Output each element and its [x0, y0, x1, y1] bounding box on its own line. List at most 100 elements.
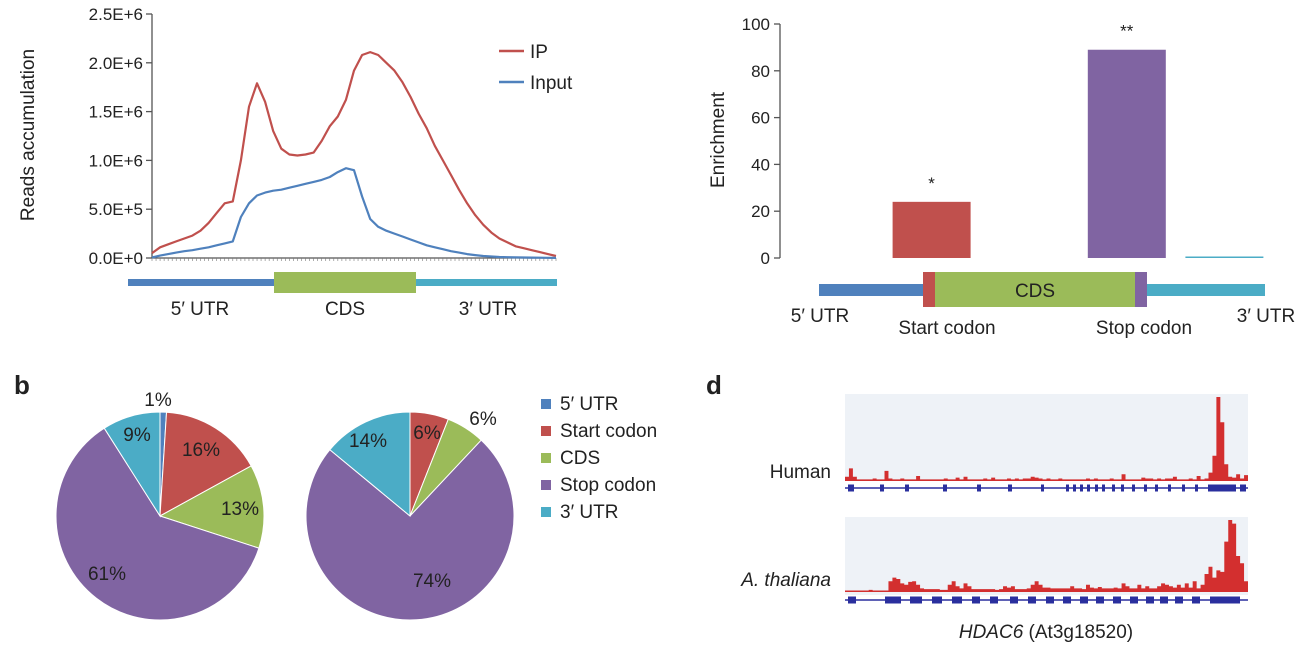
track-cds [274, 272, 416, 293]
gene-model-exon [885, 596, 901, 604]
gene-model-exon [910, 596, 922, 604]
gene-model-exon [1041, 484, 1044, 492]
bar-track-3utr [1147, 284, 1265, 296]
pie-slice--utr [103, 411, 161, 518]
gene-model-exon [1080, 596, 1088, 604]
line-chart-legend: IP Input [499, 42, 573, 94]
line-chart-panel: Reads accumulation 0.0E+0 5.0E+5 1.0E+6 1.5… [18, 5, 573, 320]
coverage-tracks [845, 397, 1248, 604]
legend-label-input: Input [530, 73, 573, 94]
pie-chart-2: 6% 6% 74% 14% [305, 409, 515, 621]
bar-stop-codon [1087, 49, 1166, 258]
pie-legend: 5′ UTR Start codon CDS Stop codon 3′ UTR [541, 394, 657, 523]
bar--utr [1185, 256, 1264, 258]
pie-legend-label: 3′ UTR [560, 502, 618, 523]
bar-cat-stop: Stop codon [1096, 318, 1192, 339]
gene-model-exon [1195, 484, 1198, 492]
bar-track-cds-label: CDS [1015, 281, 1055, 302]
gene-model-exon [1080, 484, 1083, 492]
gene-model-exon [952, 596, 962, 604]
gene-model-exon [1146, 596, 1154, 604]
gene-model-exon [880, 484, 884, 492]
gene-model-exon [905, 484, 909, 492]
gene-model-exon [1192, 596, 1200, 604]
gene-model-exon [977, 484, 981, 492]
gene-label-name: HDAC6 [959, 622, 1024, 643]
bar-chart-bars: *** [892, 22, 1264, 258]
bar-chart-ytick-label: 80 [751, 62, 770, 81]
gene-model-exon [1046, 596, 1054, 604]
bar-cat-3utr: 3′ UTR [1237, 306, 1295, 327]
gene-model-exon [1010, 596, 1018, 604]
pie-slice-label: 61% [88, 564, 126, 585]
gene-model-exon [1095, 484, 1098, 492]
gene-model-exon [1113, 596, 1121, 604]
gene-model-exon [1028, 596, 1036, 604]
gene-model-exon [1240, 484, 1246, 492]
line-chart-ytick-label: 1.5E+6 [89, 103, 143, 122]
pie-legend-label: Start codon [560, 421, 657, 442]
pie-slice-stop-codon [55, 427, 260, 621]
bar-track-start [923, 272, 935, 307]
gene-model-exon [1144, 484, 1147, 492]
pie-legend-label: Stop codon [560, 475, 656, 496]
gene-model-exon [1063, 596, 1071, 604]
pie-panel: b 1% 16% 13% 61% 9% 6% 6% 74% 14% 5′ UTR Start c… [14, 370, 657, 621]
track-bg-human [845, 394, 1248, 480]
pie-slice-cds [158, 465, 265, 549]
bar-cat-start: Start codon [898, 318, 995, 339]
gene-model-exon [848, 484, 854, 492]
gene-model-exon [1168, 484, 1171, 492]
gene-label: HDAC6 (At3g18520) [959, 622, 1133, 643]
bar-chart-ytick-label: 0 [761, 249, 770, 268]
gene-model-exon [943, 484, 947, 492]
pie-slice-label: 1% [144, 390, 172, 411]
bar-chart-yaxis: 0 20 40 60 80 100 [742, 15, 780, 268]
series-line-ip [151, 50, 557, 258]
line-chart-ytick-label: 2.0E+6 [89, 54, 143, 73]
gene-model-exon [1210, 596, 1240, 604]
gene-model-exon [990, 596, 998, 604]
pie-legend-swatch [541, 453, 551, 463]
coverage-area-human [845, 397, 1248, 481]
pie-slice-label: 13% [221, 499, 259, 520]
gene-model-exon [1155, 484, 1158, 492]
track-name-athaliana: A. thaliana [740, 570, 831, 591]
bar-significance-mark: * [928, 174, 935, 193]
bar-chart-ytick-label: 100 [742, 15, 770, 34]
panel-label-b: b [14, 370, 30, 400]
track-label-3utr: 3′ UTR [459, 299, 517, 320]
pie-legend-label: 5′ UTR [560, 394, 618, 415]
track-5utr [128, 279, 274, 286]
gene-model-exon [1073, 484, 1076, 492]
pie-slice-label: 14% [349, 431, 387, 452]
track-bg-athaliana [845, 517, 1248, 595]
genome-track-panel: d Human A. thaliana HDAC6 (At3g18520) [706, 370, 1248, 643]
bar-start-codon [892, 201, 971, 258]
line-chart-ylabel: Reads accumulation [18, 49, 39, 221]
panel-label-d: d [706, 370, 722, 400]
pie-slice-label: 9% [123, 425, 151, 446]
pie-legend-swatch [541, 480, 551, 490]
bar-chart-ytick-label: 40 [751, 155, 770, 174]
coverage-area-athaliana [845, 520, 1248, 592]
line-chart-yaxis: 0.0E+0 5.0E+5 1.0E+6 1.5E+6 2.0E+6 2.5E+6 [89, 5, 152, 268]
bar-chart-ytick-label: 60 [751, 109, 770, 128]
gene-model-exon [1087, 484, 1090, 492]
legend-label-ip: IP [530, 42, 548, 63]
series-line-input [151, 167, 557, 259]
bar-track-stop [1135, 272, 1147, 307]
pie-legend-swatch [541, 507, 551, 517]
gene-model-exon [1112, 484, 1115, 492]
bar-significance-mark: ** [1120, 22, 1134, 41]
pie-slice-stop-codon [305, 439, 515, 621]
pie-slice-label: 6% [413, 423, 441, 444]
line-chart-ytick-label: 5.0E+5 [89, 200, 143, 219]
track-label-5utr: 5′ UTR [171, 299, 229, 320]
gene-model-exon [1066, 484, 1069, 492]
gene-model-exon [1130, 596, 1138, 604]
bar-track-5utr [819, 284, 923, 296]
gene-model-exon [1182, 484, 1185, 492]
